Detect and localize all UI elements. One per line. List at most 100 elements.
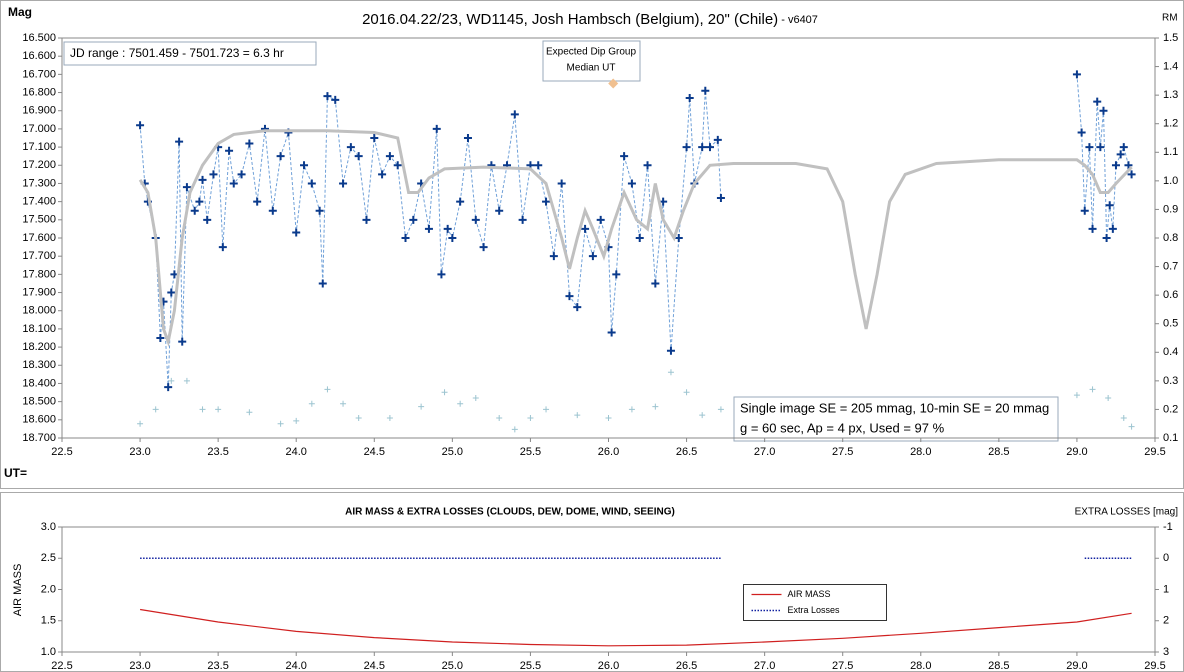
x-tick-label: 28.0 bbox=[910, 446, 931, 458]
x-tick-label: 28.0 bbox=[910, 660, 931, 672]
data-point bbox=[682, 143, 691, 152]
y2-tick-label: 0.3 bbox=[1163, 375, 1178, 387]
annotation: Expected Dip Group bbox=[546, 47, 636, 58]
y-tick-label: 18.000 bbox=[22, 305, 56, 317]
data-point bbox=[432, 124, 441, 133]
data-point bbox=[1116, 150, 1125, 159]
y-tick-label: 18.300 bbox=[22, 359, 56, 371]
data-point bbox=[588, 252, 597, 261]
x-tick-label: 28.5 bbox=[988, 446, 1009, 458]
data-point bbox=[542, 197, 551, 206]
subtitle: - v6407 bbox=[778, 14, 818, 26]
data-point bbox=[1108, 224, 1117, 233]
y2-tick-label: 1.5 bbox=[1163, 32, 1178, 44]
y-tick-label: 16.800 bbox=[22, 86, 56, 98]
data-point bbox=[1089, 386, 1096, 393]
data-point bbox=[479, 243, 488, 252]
data-point bbox=[152, 406, 159, 413]
data-point bbox=[1099, 106, 1108, 115]
x-tick-label: 29.5 bbox=[1144, 446, 1165, 458]
data-point bbox=[1088, 224, 1097, 233]
y-axis-label: Mag bbox=[8, 5, 32, 19]
data-point bbox=[666, 346, 675, 355]
x-tick-label: 23.5 bbox=[207, 446, 228, 458]
series-line bbox=[140, 608, 1132, 647]
data-point bbox=[1080, 206, 1089, 215]
data-point bbox=[385, 152, 394, 161]
x-tick-label: 27.5 bbox=[832, 660, 853, 672]
data-point bbox=[574, 412, 581, 419]
data-point bbox=[182, 183, 191, 192]
y2-tick-label: 1.1 bbox=[1163, 146, 1178, 158]
data-point bbox=[667, 369, 674, 376]
y-tick-label: 17.500 bbox=[22, 214, 56, 226]
data-point bbox=[698, 143, 707, 152]
data-point bbox=[137, 420, 144, 427]
data-point bbox=[527, 415, 534, 421]
y2-tick-label: 1.3 bbox=[1163, 89, 1178, 101]
data-point bbox=[628, 406, 635, 413]
y2-tick-label: 3 bbox=[1163, 646, 1169, 658]
data-point bbox=[437, 270, 446, 279]
y2-tick-label: 0.1 bbox=[1163, 432, 1178, 444]
data-point bbox=[1120, 415, 1127, 421]
y2-tick-label: 2 bbox=[1163, 615, 1169, 627]
x-tick-label: 26.5 bbox=[676, 446, 697, 458]
data-point bbox=[401, 234, 410, 242]
data-point bbox=[1077, 128, 1086, 137]
data-point bbox=[699, 412, 706, 419]
y2-tick-label: 0.9 bbox=[1163, 203, 1178, 215]
y2-tick-label: 0.8 bbox=[1163, 232, 1178, 244]
data-point bbox=[705, 143, 714, 152]
data-point bbox=[418, 403, 425, 410]
x-tick-label: 23.0 bbox=[129, 446, 150, 458]
y-tick-label: 17.800 bbox=[22, 268, 56, 280]
data-point bbox=[276, 152, 285, 161]
x-tick-label: 22.5 bbox=[51, 660, 72, 672]
x-tick-label: 25.0 bbox=[442, 446, 463, 458]
y2-tick-label: 0.4 bbox=[1163, 346, 1178, 358]
data-point bbox=[635, 234, 644, 242]
y2-tick-label: 0.5 bbox=[1163, 318, 1178, 330]
y-tick-label: 16.600 bbox=[22, 50, 56, 62]
data-point bbox=[612, 270, 621, 279]
data-point bbox=[292, 228, 301, 237]
bottom-panel bbox=[0, 492, 1184, 672]
y-tick-label: 18.400 bbox=[22, 377, 56, 389]
y2-tick-label: -1 bbox=[1163, 521, 1173, 533]
data-point bbox=[203, 215, 212, 224]
data-point bbox=[1124, 161, 1133, 170]
data-point bbox=[471, 215, 480, 224]
y-tick-label: 17.300 bbox=[22, 177, 56, 189]
data-point bbox=[1105, 201, 1114, 210]
data-point bbox=[543, 406, 550, 413]
x-tick-label: 26.0 bbox=[598, 446, 619, 458]
data-point bbox=[308, 400, 315, 407]
data-point bbox=[717, 406, 724, 413]
data-point bbox=[620, 152, 629, 161]
data-point bbox=[293, 417, 300, 424]
data-point bbox=[168, 377, 175, 384]
data-point bbox=[386, 415, 393, 421]
data-point bbox=[557, 179, 566, 188]
y-tick-label: 17.700 bbox=[22, 250, 56, 262]
data-point bbox=[229, 179, 238, 188]
data-point bbox=[198, 175, 207, 184]
x-tick-label: 29.0 bbox=[1066, 660, 1087, 672]
data-point bbox=[496, 415, 503, 421]
y-tick-label: 17.600 bbox=[22, 232, 56, 244]
y2-axis-label: EXTRA LOSSES [mag] bbox=[1075, 507, 1179, 518]
data-point bbox=[495, 206, 504, 215]
x-tick-label: 27.5 bbox=[832, 446, 853, 458]
y-tick-label: 16.900 bbox=[22, 105, 56, 117]
data-point bbox=[393, 161, 402, 170]
x-tick-label: 25.5 bbox=[520, 660, 541, 672]
annotation-box bbox=[733, 396, 1059, 442]
data-point bbox=[253, 197, 262, 206]
x-tick-label: 29.0 bbox=[1066, 446, 1087, 458]
x-tick-label: 26.0 bbox=[598, 660, 619, 672]
data-point bbox=[156, 334, 165, 342]
data-point bbox=[237, 170, 246, 179]
data-point bbox=[324, 386, 331, 393]
data-point bbox=[175, 137, 184, 146]
